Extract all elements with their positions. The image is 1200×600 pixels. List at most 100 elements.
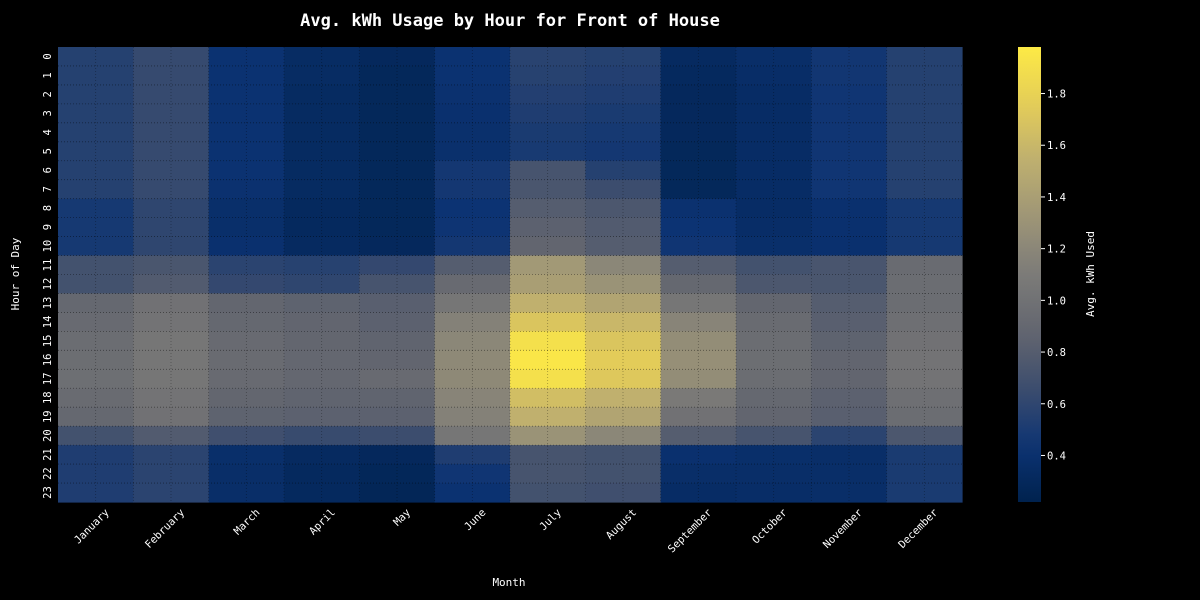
heatmap-cell (585, 179, 662, 200)
heatmap-cell (736, 179, 812, 200)
heatmap-cell (660, 312, 737, 332)
heatmap-cell (886, 426, 963, 446)
x-tick-label: November (821, 507, 865, 551)
heatmap-cell (585, 160, 662, 181)
heatmap-cell (284, 369, 360, 389)
x-tick-label: October (750, 507, 790, 547)
heatmap-cell (133, 198, 210, 219)
heatmap-cell (811, 103, 888, 124)
heatmap-cell (660, 65, 737, 86)
heatmap-cell (434, 47, 511, 67)
heatmap-cell (585, 331, 662, 351)
heatmap-cell (660, 350, 737, 370)
heatmap-cell (585, 426, 662, 446)
heatmap-cell (284, 426, 360, 446)
heatmap-cell (208, 369, 285, 389)
heatmap-cell (359, 483, 436, 503)
y-tick-label: 13 (42, 297, 54, 310)
heatmap-cell (510, 65, 586, 86)
heatmap-cell (886, 141, 963, 162)
heatmap-cell (510, 331, 586, 351)
heatmap-cell (133, 255, 210, 276)
heatmap-cell (660, 198, 737, 219)
heatmap-cell (660, 217, 737, 238)
heatmap-cell (284, 65, 360, 86)
y-tick-label: 8 (42, 205, 54, 211)
heatmap-cell (736, 160, 812, 181)
colorbar-tick-label: 1.8 (1047, 89, 1066, 101)
heatmap-cell (58, 65, 134, 86)
heatmap-cell (510, 350, 586, 370)
heatmap-cell (284, 445, 360, 465)
heatmap-cell (736, 312, 812, 332)
heatmap-cell (133, 179, 210, 200)
heatmap-cell (736, 236, 812, 257)
y-tick-label: 10 (42, 240, 54, 253)
heatmap-cell (359, 198, 436, 219)
heatmap-cell (510, 122, 586, 143)
heatmap-cell (434, 445, 511, 465)
heatmap-cell (811, 369, 888, 389)
heatmap-cell (133, 464, 210, 484)
heatmap-cell (811, 483, 888, 503)
heatmap-cell (58, 274, 134, 295)
heatmap-cell (736, 255, 812, 276)
heatmap-cell (660, 274, 737, 295)
heatmap-cell (660, 160, 737, 181)
heatmap-cell (208, 293, 285, 314)
heatmap-cell (133, 217, 210, 238)
heatmap-cell (660, 407, 737, 427)
heatmap-cell (585, 312, 662, 332)
heatmap-cell (886, 236, 963, 257)
heatmap-cell (208, 274, 285, 295)
colorbar-tick-label: 0.6 (1047, 399, 1066, 411)
heatmap-cell (58, 464, 134, 484)
heatmap-cell (811, 198, 888, 219)
heatmap-cell (886, 160, 963, 181)
heatmap-cell (811, 217, 888, 238)
x-tick-label: April (307, 507, 338, 538)
heatmap-cell (886, 274, 963, 295)
y-tick-label: 19 (42, 410, 54, 423)
x-tick-label: June (462, 507, 488, 533)
x-tick-label: December (896, 507, 940, 551)
heatmap-cell (359, 47, 436, 67)
heatmap-cell (58, 122, 134, 143)
heatmap-cell (208, 483, 285, 503)
heatmap-cell (660, 331, 737, 351)
x-tick-label: February (143, 507, 187, 551)
heatmap-cell (208, 65, 285, 86)
heatmap-cell (58, 445, 134, 465)
heatmap-cell (434, 160, 511, 181)
y-tick-label: 23 (42, 486, 54, 499)
heatmap-cell (811, 388, 888, 408)
heatmap-cell (736, 65, 812, 86)
heatmap-cell (208, 255, 285, 276)
heatmap-cell (886, 388, 963, 408)
heatmap-cell (359, 426, 436, 446)
heatmap-cell (736, 388, 812, 408)
heatmap-cell (133, 47, 210, 67)
heatmap-cell (434, 388, 511, 408)
heatmap-cell (359, 274, 436, 295)
heatmap-cell (585, 369, 662, 389)
y-tick-label: 4 (42, 129, 54, 135)
heatmap-cell (736, 407, 812, 427)
heatmap-cell (284, 483, 360, 503)
heatmap-cell (359, 369, 436, 389)
heatmap-cell (660, 293, 737, 314)
heatmap-cell (811, 274, 888, 295)
heatmap-cell (585, 274, 662, 295)
heatmap-cell (886, 407, 963, 427)
heatmap-cell (886, 369, 963, 389)
heatmap-cell (510, 426, 586, 446)
heatmap-cell (886, 255, 963, 276)
heatmap-cell (510, 47, 586, 67)
heatmap-cell (359, 293, 436, 314)
heatmap-cell (208, 84, 285, 105)
heatmap-cell (886, 312, 963, 332)
heatmap-cell (284, 236, 360, 257)
heatmap-cell (736, 141, 812, 162)
heatmap-cell (434, 464, 511, 484)
